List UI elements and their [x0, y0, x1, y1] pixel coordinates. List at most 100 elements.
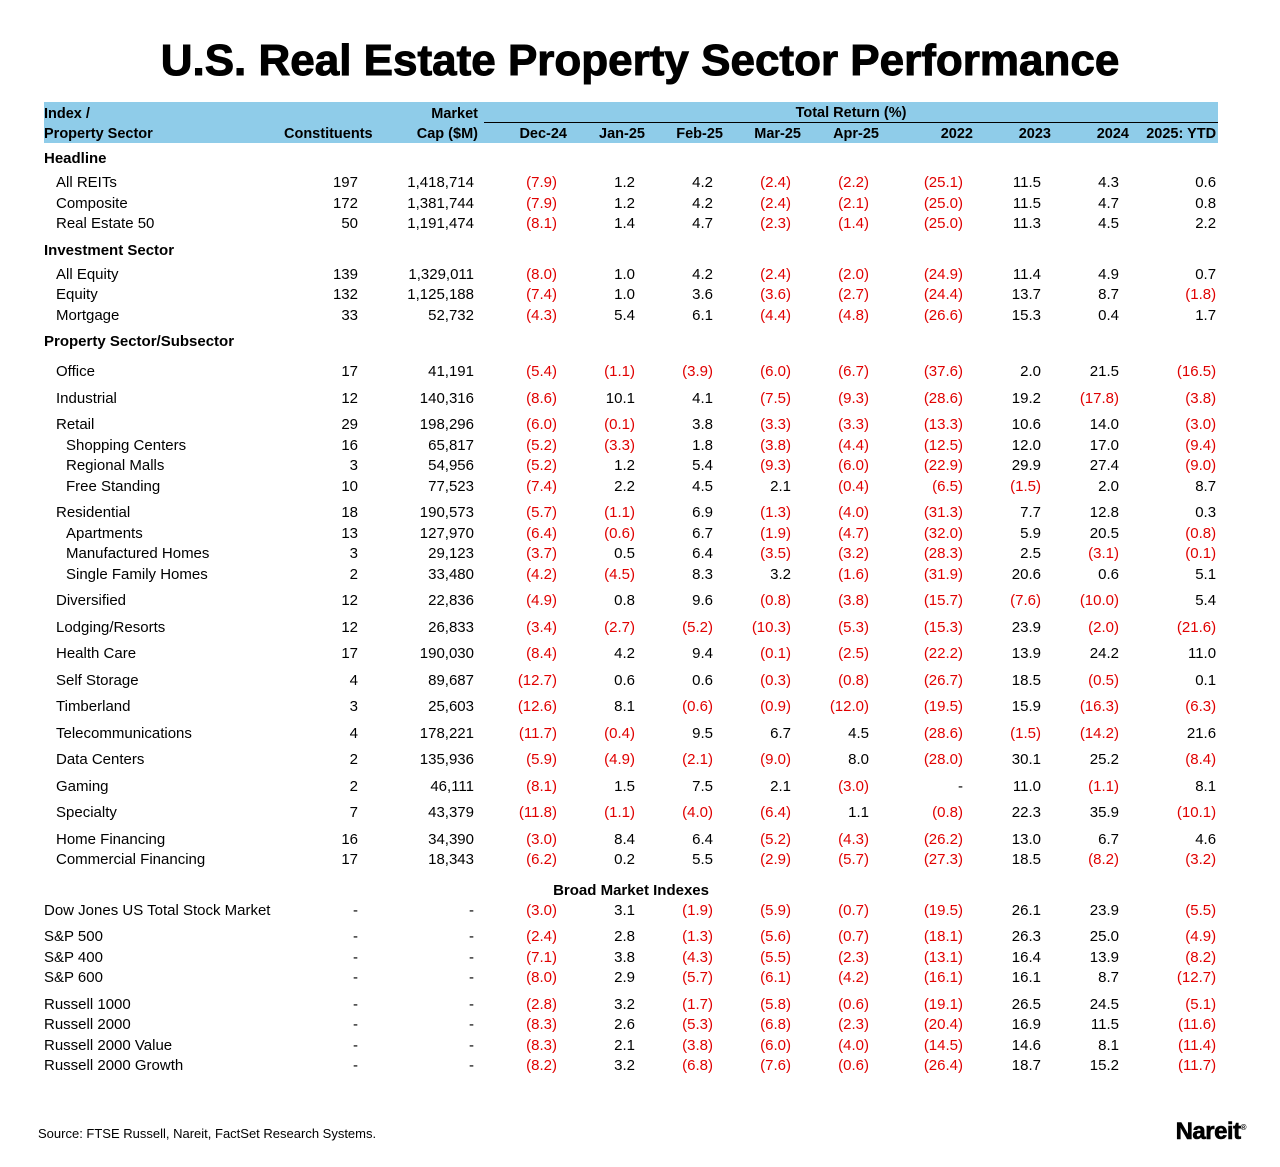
return-cell: 4.7: [1098, 194, 1119, 212]
return-cell: (2.4): [760, 265, 791, 283]
return-cell: 1.0: [614, 265, 635, 283]
return-cell: 2.6: [614, 1016, 635, 1034]
return-cell: -: [958, 777, 963, 795]
market-cap-cell: 1,191,474: [407, 215, 474, 233]
return-cell: (3.3): [760, 416, 791, 434]
return-cell: 14.0: [1089, 416, 1119, 434]
return-cell: (6.0): [838, 457, 869, 475]
return-cell: 22.3: [1011, 804, 1041, 822]
return-cell: (3.3): [838, 416, 869, 434]
row-label: Dow Jones US Total Stock Market: [44, 901, 271, 919]
return-cell: 30.1: [1011, 751, 1041, 769]
header-total-return: Total Return (%): [484, 102, 1219, 123]
return-cell: 6.1: [692, 306, 713, 324]
table-row: Health Care 17 190,030 (8.4) 4.2 9.4 (0.1) (2.5…: [44, 638, 1218, 665]
table-row: Single Family Homes 2 33,480 (4.2) (4.5) 8.3 3…: [44, 565, 1218, 586]
row-label: Self Storage: [56, 671, 139, 689]
row-label: Home Financing: [56, 830, 166, 848]
return-cell: (11.4): [1178, 1036, 1217, 1054]
return-cell: (1.7): [682, 995, 713, 1013]
return-cell: 2.1: [770, 477, 791, 495]
header-index-label: Index /: [44, 105, 90, 122]
return-cell: 1.8: [692, 436, 713, 454]
return-cell: 8.7: [1195, 477, 1217, 495]
return-cell: 1.2: [614, 194, 635, 212]
return-cell: (4.8): [838, 306, 869, 324]
return-cell: (7.9): [526, 194, 557, 212]
return-cell: (4.5): [604, 565, 635, 583]
return-cell: (7.6): [760, 1057, 791, 1075]
market-cap-cell: -: [469, 1036, 474, 1054]
return-cell: (4.0): [682, 804, 713, 822]
header-period: Feb-25: [676, 126, 723, 142]
return-cell: (5.5): [1185, 901, 1217, 919]
constituents-cell: 2: [349, 751, 358, 769]
return-cell: (21.6): [1176, 618, 1217, 636]
header-period: 2024: [1096, 126, 1129, 142]
return-cell: (6.0): [526, 416, 557, 434]
row-label: Lodging/Resorts: [56, 618, 166, 636]
market-cap-cell: -: [469, 995, 474, 1013]
return-cell: (3.3): [604, 436, 635, 454]
return-cell: (0.8): [932, 804, 963, 822]
market-cap-cell: 135,936: [419, 751, 474, 769]
table-row: Office 17 41,191 (5.4) (1.1) (3.9) (6.0) (6.7) (…: [44, 356, 1218, 383]
return-cell: (6.8): [682, 1057, 713, 1075]
return-cell: (6.2): [526, 851, 557, 869]
return-cell: (0.6): [604, 524, 635, 542]
table-header: Index / Market Total Return (%) Property…: [44, 102, 1219, 143]
return-cell: 21.6: [1186, 724, 1217, 742]
return-cell: (7.5): [760, 389, 791, 407]
return-cell: 1.4: [614, 215, 635, 233]
return-cell: (1.4): [838, 215, 869, 233]
return-cell: 4.2: [692, 265, 713, 283]
return-cell: (2.8): [526, 995, 557, 1013]
return-cell: (3.2): [1185, 851, 1217, 869]
return-cell: (16.3): [1079, 698, 1119, 716]
return-cell: (3.6): [760, 286, 791, 304]
return-cell: (5.3): [682, 1016, 713, 1034]
return-cell: (28.6): [923, 389, 963, 407]
header-period: Apr-25: [833, 126, 879, 142]
return-cell: 4.2: [692, 194, 713, 212]
return-cell: (5.3): [838, 618, 869, 636]
row-label: Real Estate 50: [56, 215, 155, 233]
return-cell: 11.3: [1012, 215, 1041, 233]
broad-market-heading: Broad Market Indexes: [44, 871, 1218, 901]
return-cell: 5.5: [692, 851, 713, 869]
return-cell: (10.1): [1176, 804, 1217, 822]
constituents-cell: 139: [332, 265, 358, 283]
market-cap-cell: 41,191: [428, 363, 474, 381]
return-cell: 4.5: [848, 724, 869, 742]
return-cell: 4.6: [1195, 830, 1217, 848]
return-cell: (2.1): [838, 194, 869, 212]
return-cell: (9.3): [760, 457, 791, 475]
return-cell: (11.6): [1178, 1016, 1217, 1034]
return-cell: (0.7): [838, 901, 869, 919]
return-cell: (8.0): [526, 969, 557, 987]
constituents-cell: -: [353, 969, 358, 987]
market-cap-cell: 43,379: [428, 804, 474, 822]
return-cell: (5.2): [760, 830, 791, 848]
return-cell: (6.1): [760, 969, 791, 987]
return-cell: (4.3): [838, 830, 869, 848]
return-cell: (9.3): [838, 389, 869, 407]
return-cell: (31.9): [923, 565, 963, 583]
return-cell: 5.1: [1195, 565, 1217, 583]
return-cell: (0.8): [1185, 524, 1217, 542]
table-row: Mortgage 33 52,732 (4.3) 5.4 6.1 (4.4) (4.8) (26…: [44, 306, 1218, 327]
return-cell: (9.4): [1185, 436, 1217, 454]
return-cell: (7.9): [526, 174, 557, 192]
table-row: S&P 600 - - (8.0) 2.9 (5.7) (6.1) (4.2) (16.1) 16…: [44, 968, 1218, 989]
constituents-cell: 3: [349, 457, 358, 475]
row-label: Single Family Homes: [66, 565, 208, 583]
return-cell: (1.9): [682, 901, 713, 919]
return-cell: (4.3): [526, 306, 557, 324]
return-cell: (1.1): [604, 804, 635, 822]
return-cell: (5.8): [760, 995, 791, 1013]
header-period: 2023: [1018, 126, 1051, 142]
return-cell: (14.5): [923, 1036, 963, 1054]
return-cell: 35.9: [1089, 804, 1119, 822]
return-cell: (2.5): [838, 645, 869, 663]
table-row: All REITs 197 1,418,714 (7.9) 1.2 4.2 (2.4) (2.…: [44, 173, 1218, 194]
